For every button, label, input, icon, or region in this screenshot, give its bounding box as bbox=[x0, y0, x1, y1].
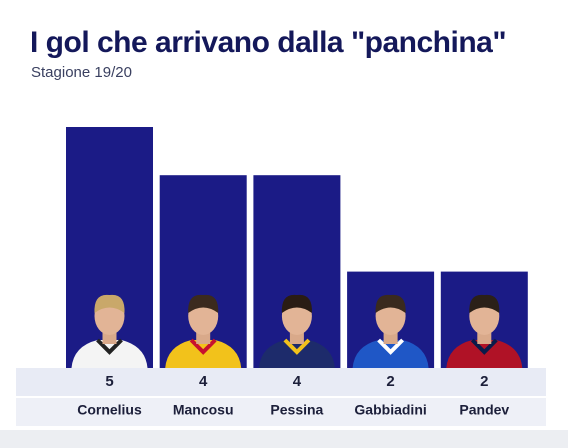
value-band bbox=[16, 368, 546, 396]
category-label: Pessina bbox=[270, 402, 323, 418]
value-label: 4 bbox=[199, 373, 208, 390]
player-neck bbox=[196, 332, 211, 344]
player-collar bbox=[96, 338, 123, 355]
chart-subtitle: Stagione 19/20 bbox=[31, 64, 132, 81]
player-neck bbox=[477, 332, 492, 344]
player-hair bbox=[281, 294, 312, 313]
player-neck bbox=[289, 332, 304, 344]
player-hair bbox=[469, 294, 500, 313]
footer-band bbox=[0, 430, 568, 448]
value-label: 4 bbox=[293, 373, 302, 390]
player-hair bbox=[94, 294, 125, 313]
category-label: Gabbiadini bbox=[354, 402, 426, 418]
category-label: Cornelius bbox=[77, 402, 142, 418]
category-label: Mancosu bbox=[173, 402, 234, 418]
player-hair bbox=[375, 294, 406, 313]
player-neck bbox=[102, 332, 117, 344]
value-label: 5 bbox=[105, 373, 113, 390]
name-band bbox=[16, 398, 546, 426]
player-collar bbox=[470, 338, 498, 355]
bars: 5 Cornelius 4 Mancosu 4 Pessina 2 Gabbiadini 2 Pa… bbox=[66, 127, 528, 418]
player-hair bbox=[188, 294, 219, 313]
chart-title: I gol che arrivano dalla "panchina" bbox=[30, 26, 506, 59]
category-label: Pandev bbox=[459, 402, 509, 418]
player-collar bbox=[189, 338, 217, 355]
value-label: 2 bbox=[386, 373, 394, 390]
player-collar bbox=[377, 338, 405, 355]
player-collar bbox=[283, 338, 311, 355]
player-neck bbox=[383, 332, 398, 344]
value-label: 2 bbox=[480, 373, 488, 390]
